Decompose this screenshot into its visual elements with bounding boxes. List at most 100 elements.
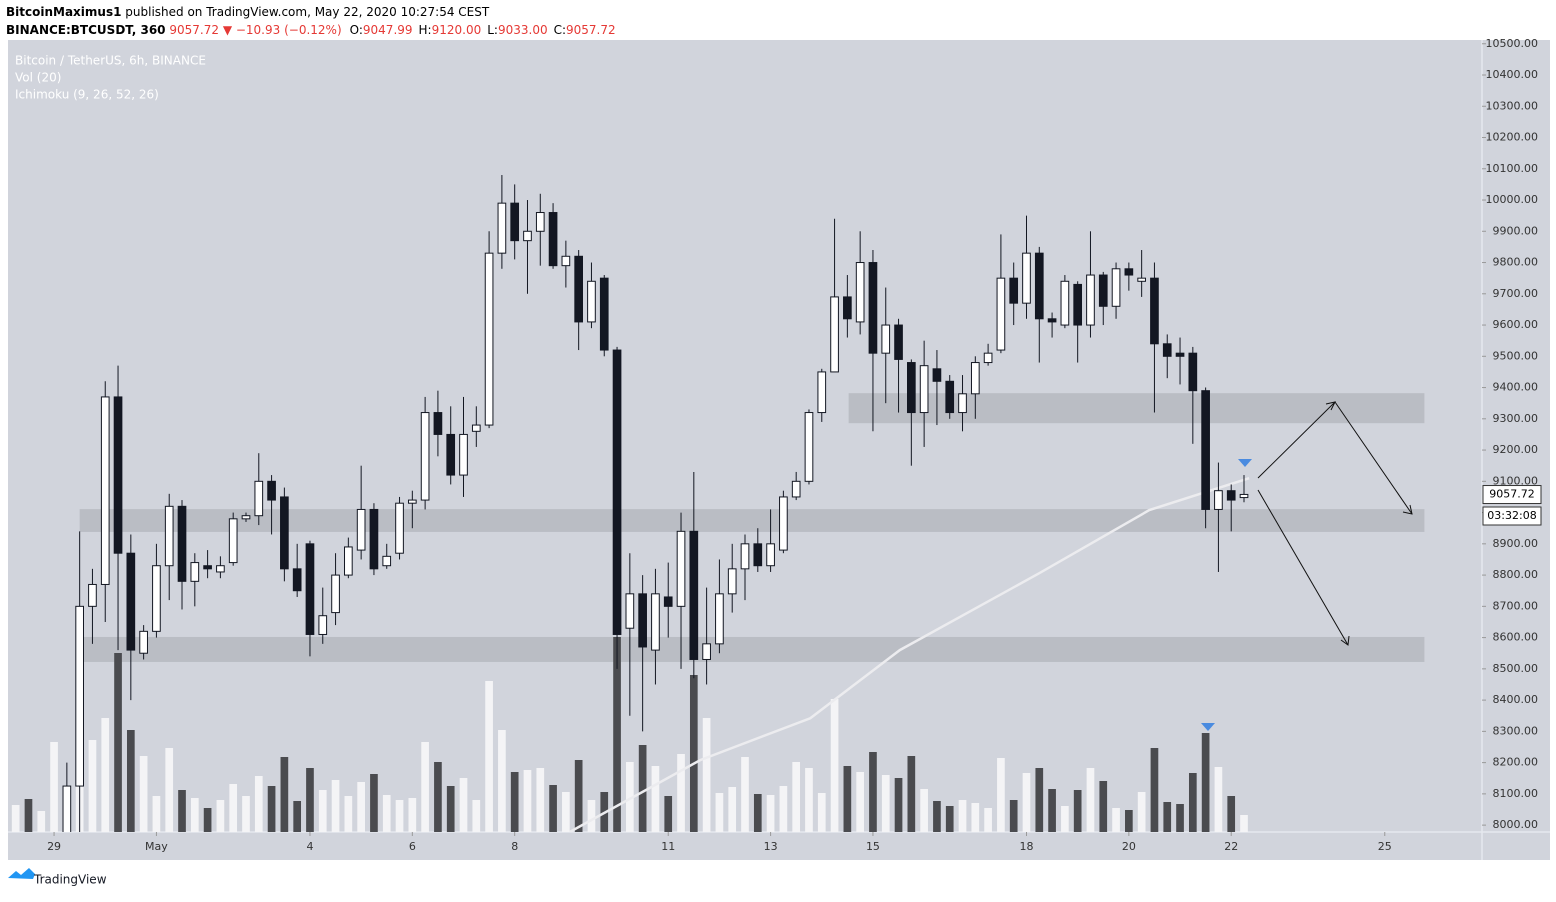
candle-body: [100, 396, 110, 585]
x-tick-label: 25: [1378, 840, 1392, 853]
volume-bar: [1163, 802, 1172, 832]
candle-body: [1239, 493, 1249, 499]
volume-bar: [997, 758, 1005, 832]
volume-bar: [1048, 789, 1056, 832]
candle-body: [369, 508, 379, 570]
price-label-box: [1482, 485, 1542, 505]
candle-body: [625, 593, 635, 629]
volume-bar: [395, 800, 404, 832]
y-tick-label: 8500.00: [1493, 662, 1539, 675]
volume-bar: [1214, 767, 1223, 832]
y-tick-label: 8900.00: [1493, 537, 1539, 550]
candle-body: [331, 574, 340, 614]
volume-bar: [613, 637, 621, 832]
candle-body: [126, 552, 136, 651]
volume-bar: [907, 756, 916, 832]
volume-bar: [1061, 806, 1069, 832]
volume-bar: [165, 748, 174, 832]
ohlc-value: 9057.72: [566, 23, 616, 37]
volume-bar: [1188, 773, 1197, 832]
projection-arrows: [1257, 401, 1413, 646]
published: published on TradingView.com, May 22, 20…: [125, 5, 490, 19]
y-tick-label: 8300.00: [1493, 724, 1539, 737]
volume-bar: [1137, 792, 1146, 832]
volume-bar: [626, 762, 634, 832]
candle-body: [945, 380, 955, 414]
y-tick-label: 9800.00: [1493, 256, 1539, 269]
ohlc-label: H:: [419, 23, 432, 37]
x-tick-label: 20: [1122, 840, 1136, 853]
candle-body: [791, 480, 801, 498]
candle-body: [164, 505, 174, 567]
y-tick-label: 9100.00: [1493, 474, 1539, 487]
volume-bar: [536, 768, 545, 832]
volume-bar: [1227, 796, 1236, 832]
candle-body: [433, 412, 443, 435]
change: −10.93 (−0.12%): [236, 23, 342, 37]
legend: Ichimoku (9, 26, 52, 26): [15, 88, 159, 102]
x-tick-label: 15: [866, 840, 880, 853]
volume-bar: [293, 801, 302, 832]
ohlc-label: O:: [350, 23, 363, 37]
volume-bar: [254, 776, 263, 832]
candle-body: [395, 502, 404, 554]
volume-bar: [856, 772, 864, 832]
volume-bar: [1201, 733, 1210, 832]
volume-bar: [24, 799, 33, 832]
candle-body: [523, 230, 532, 242]
candle-body: [715, 593, 724, 645]
symbol-line: BINANCE:BTCUSDT, 360 9057.72 ▼ −10.93 (−…: [6, 23, 616, 37]
candle-body: [663, 596, 673, 607]
x-tick-label: 8: [511, 840, 518, 853]
ohlc-value: 9033.00: [498, 23, 548, 37]
x-tick-label: May: [145, 840, 168, 853]
x-tick-label: 13: [764, 840, 778, 853]
y-tick-label: 9300.00: [1493, 412, 1539, 425]
volume-bar: [638, 745, 647, 832]
candle-body: [830, 296, 839, 373]
volume-bar: [702, 718, 711, 832]
candle-body: [919, 365, 929, 414]
volume-bar: [945, 806, 954, 832]
candle-body: [1162, 343, 1172, 357]
candle-body: [1214, 490, 1223, 510]
candle-body: [446, 433, 456, 476]
y-tick-label: 10500.00: [1486, 37, 1539, 50]
candle-body: [216, 565, 225, 573]
candle-body: [1047, 318, 1057, 323]
candle-body: [1034, 252, 1044, 320]
candle-body: [599, 277, 609, 351]
zone: [848, 393, 1425, 424]
x-tick-label: 22: [1224, 840, 1238, 853]
candle-body: [254, 480, 264, 517]
candle-body: [843, 296, 852, 320]
candle-body: [152, 565, 161, 632]
volume-bar: [920, 789, 928, 832]
candle-body: [676, 530, 686, 607]
logo: [8, 868, 35, 879]
legend: Bitcoin / TetherUS, 6h, BINANCE: [15, 54, 206, 68]
volume-bar: [1176, 804, 1184, 832]
volume-bar: [280, 757, 289, 832]
candle-body: [1111, 268, 1121, 307]
volume-bar: [523, 770, 532, 832]
candle-body: [1137, 277, 1146, 282]
volume-bar: [958, 800, 967, 832]
chart-background: [8, 40, 1550, 860]
x-tick-label: 4: [306, 840, 313, 853]
candle-body: [12, 894, 20, 898]
candle-body: [203, 565, 212, 570]
candle-body: [1060, 280, 1070, 326]
candle-body: [740, 543, 750, 570]
volume-bar: [1240, 815, 1248, 832]
y-tick-label: 9400.00: [1493, 381, 1539, 394]
volume-bar: [114, 653, 122, 832]
candle-body: [471, 424, 481, 432]
y-tick-label: 9700.00: [1493, 287, 1539, 300]
volume-bar: [267, 786, 276, 832]
volume-bar: [715, 793, 724, 832]
candle-body: [25, 894, 33, 898]
candle-body: [459, 433, 468, 476]
y-tick-label: 9200.00: [1493, 443, 1539, 456]
candle-body: [561, 255, 571, 267]
